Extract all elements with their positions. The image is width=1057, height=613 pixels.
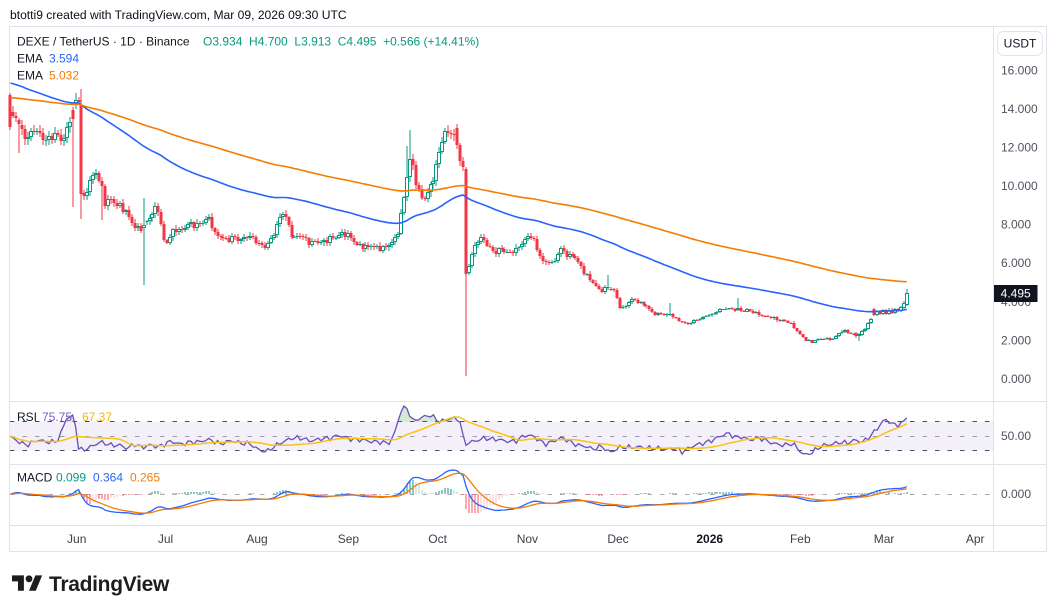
svg-text:Jul: Jul [158,532,173,546]
svg-text:2.000: 2.000 [1001,333,1031,347]
svg-text:Oct: Oct [428,532,447,546]
svg-text:EMA: EMA [17,52,43,66]
svg-text:14.000: 14.000 [1001,102,1038,116]
svg-text:5.032: 5.032 [49,69,79,83]
svg-text:4.495: 4.495 [1001,287,1031,301]
svg-text:Jun: Jun [67,532,86,546]
svg-text:2026: 2026 [696,532,723,546]
svg-text:MACD: MACD [17,471,53,485]
svg-text:8.000: 8.000 [1001,218,1031,232]
svg-text:50.00: 50.00 [1001,429,1031,443]
svg-text:Feb: Feb [790,532,811,546]
svg-text:EMA: EMA [17,69,43,83]
svg-text:Apr: Apr [966,532,985,546]
svg-text:RSI: RSI [17,410,37,424]
svg-text:USDT: USDT [1004,37,1037,51]
svg-text:67.37: 67.37 [82,410,112,424]
svg-text:Nov: Nov [517,532,538,546]
svg-text:6.000: 6.000 [1001,256,1031,270]
svg-text:Dec: Dec [607,532,628,546]
svg-text:10.000: 10.000 [1001,179,1038,193]
svg-text:O3.934 H4.700 L3.913 C4.495: O3.934 H4.700 L3.913 C4.495 +0.566 (+14.… [203,35,479,49]
svg-text:12.000: 12.000 [1001,141,1038,155]
svg-text:Mar: Mar [874,532,895,546]
svg-text:0.099: 0.099 [56,471,86,485]
svg-text:0.265: 0.265 [130,471,160,485]
svg-text:0.000: 0.000 [1001,372,1031,386]
svg-text:Sep: Sep [338,532,360,546]
svg-text:0.364: 0.364 [93,471,123,485]
svg-text:Aug: Aug [246,532,267,546]
svg-text:0.000: 0.000 [1001,487,1031,501]
svg-text:75.75: 75.75 [42,410,72,424]
svg-text:3.594: 3.594 [49,52,79,66]
svg-text:16.000: 16.000 [1001,64,1038,78]
svg-text:DEXE / TetherUS · 1D · Binance: DEXE / TetherUS · 1D · Binance [17,35,190,49]
